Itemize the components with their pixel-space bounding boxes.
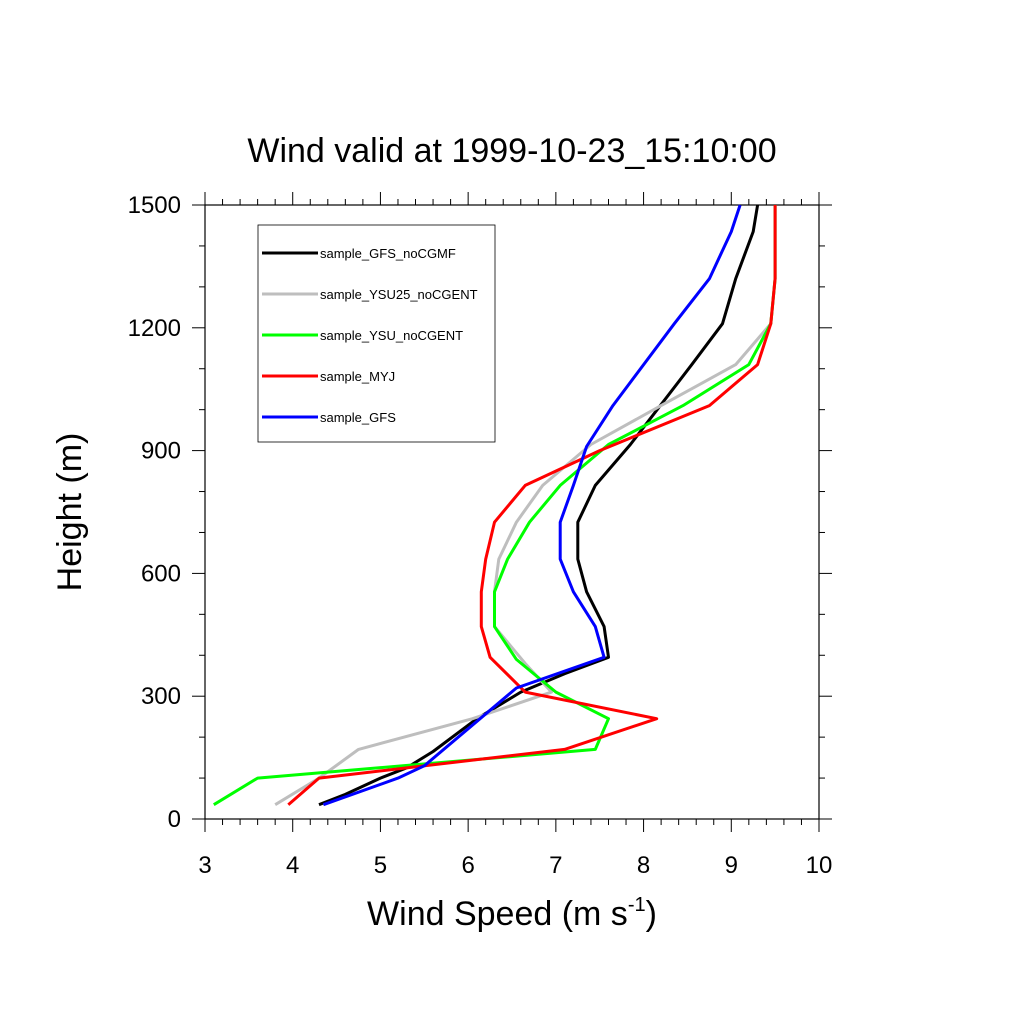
series-line-sample-myj bbox=[287, 205, 777, 806]
legend-label-sample-myj: sample_MYJ bbox=[320, 369, 395, 384]
x-tick-label: 3 bbox=[198, 852, 211, 879]
x-tick-label: 10 bbox=[806, 852, 833, 879]
plot-frame bbox=[204, 204, 820, 820]
x-tick-label: 4 bbox=[286, 852, 299, 879]
y-axis-label: Height (m) bbox=[51, 433, 89, 592]
x-axis-label: Wind Speed (m s-1) bbox=[367, 894, 657, 933]
y-tick-label: 300 bbox=[141, 683, 181, 710]
y-tick-label: 1200 bbox=[128, 315, 181, 342]
series-line-sample-gfs bbox=[322, 204, 742, 807]
x-axis-label-superscript: -1 bbox=[628, 894, 646, 916]
x-tick-label: 6 bbox=[461, 852, 474, 879]
y-tick-label: 1500 bbox=[128, 192, 181, 219]
x-tick-label: 8 bbox=[637, 852, 650, 879]
legend-label-sample-gfs: sample_GFS bbox=[320, 410, 396, 425]
y-tick-label: 0 bbox=[168, 806, 181, 833]
y-tick-label: 900 bbox=[141, 438, 181, 465]
x-tick-label: 5 bbox=[374, 852, 387, 879]
x-axis-label-close: ) bbox=[646, 895, 657, 933]
x-tick-label: 7 bbox=[549, 852, 562, 879]
y-tick-label: 600 bbox=[141, 560, 181, 587]
legend-label-sample-ysu25-nocgent: sample_YSU25_noCGENT bbox=[320, 287, 478, 302]
legend-label-sample-ysu-nocgent: sample_YSU_noCGENT bbox=[320, 328, 463, 343]
legend: sample_GFS_noCGMF sample_YSU25_noCGENTsam… bbox=[257, 224, 496, 443]
x-axis-label-main: Wind Speed (m s bbox=[367, 895, 628, 933]
chart-title: Wind valid at 1999-10-23_15:10:00 bbox=[247, 132, 776, 170]
legend-label-sample-gfs-nocgmf: sample_GFS_noCGMF bbox=[320, 246, 456, 261]
x-tick-label: 9 bbox=[725, 852, 738, 879]
